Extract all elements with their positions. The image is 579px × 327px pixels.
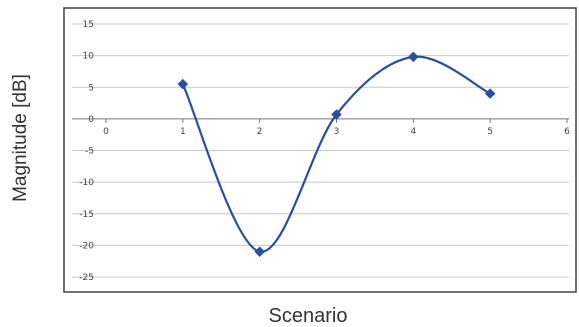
x-tick-label: 2 xyxy=(257,127,263,137)
x-tick-label: 0 xyxy=(103,127,109,137)
y-tick-label: -5 xyxy=(85,147,94,157)
y-tick-label: 0 xyxy=(88,115,94,125)
y-tick-label: -10 xyxy=(79,178,94,188)
x-tick-label: 3 xyxy=(334,127,340,137)
x-tick-label: 4 xyxy=(410,127,416,137)
x-tick-label: 1 xyxy=(180,127,186,137)
gridlines xyxy=(72,23,569,278)
y-tick-label: -20 xyxy=(79,241,94,251)
series-group xyxy=(177,51,496,258)
y-tick-label: -25 xyxy=(79,273,94,283)
y-tick-label: -15 xyxy=(79,210,94,220)
x-tick-label: 5 xyxy=(487,127,493,137)
y-tick-label: 5 xyxy=(88,83,94,93)
x-tick-label: 6 xyxy=(564,127,570,137)
y-tick-label: 15 xyxy=(83,20,94,30)
data-point-marker xyxy=(177,78,189,90)
y-tick-label: 10 xyxy=(83,52,95,62)
x-axis-title: Scenario xyxy=(269,305,348,327)
data-point-marker xyxy=(331,109,342,120)
y-tick-labels: 15 10 5 0 -5 -10 -15 -20 -25 xyxy=(79,20,94,283)
data-point-marker xyxy=(484,88,496,99)
data-point-marker xyxy=(407,51,419,63)
data-point-marker xyxy=(254,246,266,258)
series-line xyxy=(181,55,491,253)
y-axis-title: Magnitude [dB] xyxy=(10,74,31,202)
x-tick-labels: 0 1 2 3 4 5 6 xyxy=(103,118,570,137)
